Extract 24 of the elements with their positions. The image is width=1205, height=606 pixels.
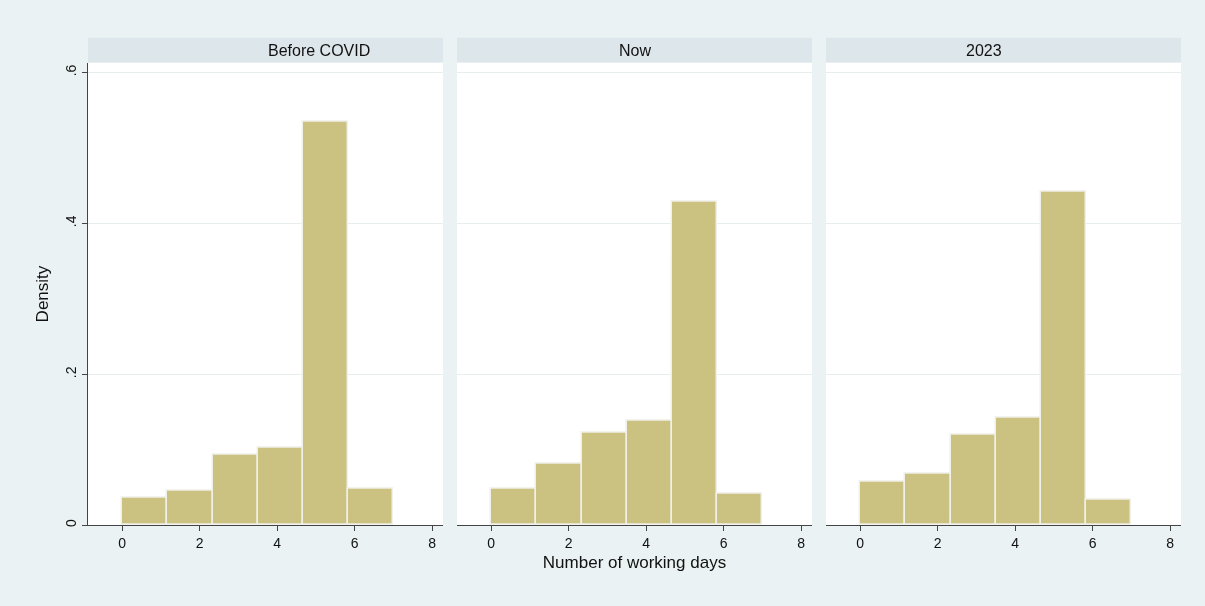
x-tick-label: 8 bbox=[797, 535, 806, 552]
x-tick-label: 6 bbox=[1088, 535, 1097, 552]
y-tick-label: .2 bbox=[63, 366, 80, 379]
x-tick-label: 0 bbox=[856, 535, 865, 552]
x-tick-label: 4 bbox=[1011, 535, 1020, 552]
x-tick-label: 8 bbox=[1166, 535, 1175, 552]
y-axis-title: Density bbox=[32, 265, 52, 323]
x-axis-title: Number of working days bbox=[542, 553, 727, 573]
x-tick-label: 2 bbox=[195, 535, 204, 552]
y-tick-label: .4 bbox=[63, 215, 80, 228]
chart-title: Now bbox=[619, 42, 652, 59]
x-tick-label: 0 bbox=[118, 535, 127, 552]
x-tick-label: 0 bbox=[487, 535, 496, 552]
x-tick-label: 6 bbox=[719, 535, 728, 552]
x-tick-label: 4 bbox=[273, 535, 282, 552]
chart-title: 2023 bbox=[966, 42, 1002, 59]
x-tick-label: 6 bbox=[350, 535, 359, 552]
y-tick-label: .6 bbox=[63, 64, 80, 77]
x-tick-label: 2 bbox=[564, 535, 573, 552]
x-tick-label: 4 bbox=[642, 535, 651, 552]
chart-title: Before COVID bbox=[268, 42, 371, 59]
y-tick-label: 0 bbox=[63, 519, 80, 528]
x-tick-label: 8 bbox=[428, 535, 437, 552]
x-tick-label: 2 bbox=[933, 535, 942, 552]
